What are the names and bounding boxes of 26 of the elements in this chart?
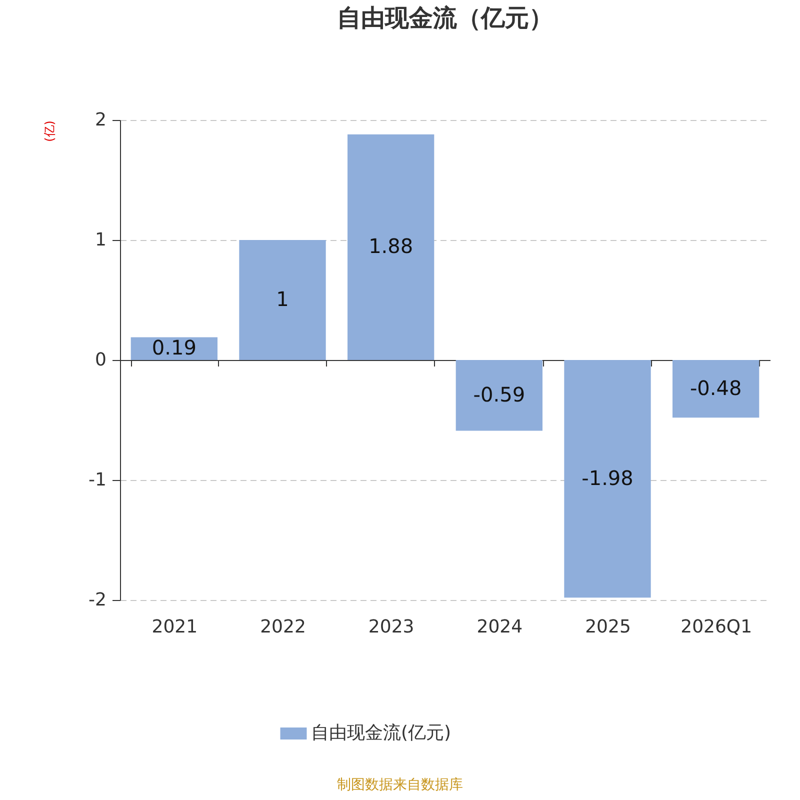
x-tick-label: 2021 — [152, 616, 198, 638]
bar — [672, 360, 760, 418]
bar — [456, 360, 542, 431]
y-tick-label: -1 — [88, 470, 106, 490]
x-tick-label: 2026Q1 — [680, 616, 752, 638]
bar — [239, 240, 326, 360]
y-tick-label: 2 — [95, 110, 106, 130]
legend-label: 自由现金流(亿元) — [311, 722, 452, 744]
bar — [348, 134, 434, 360]
data-label: -1.98 — [582, 466, 634, 490]
x-tick-label: 2024 — [476, 616, 523, 638]
text: 制图数据来自数据库 — [336, 776, 464, 794]
data-label: 0.19 — [152, 336, 196, 360]
chart-title: 自由现金流（亿元） — [337, 4, 553, 32]
data-label: 1.88 — [368, 234, 414, 258]
data-label: -0.48 — [690, 376, 742, 400]
x-tick-label: 2025 — [585, 616, 631, 638]
data-label: -0.59 — [473, 382, 526, 406]
y-tick-label: 0 — [95, 350, 106, 370]
data-label: 1 — [276, 287, 289, 311]
y-axis-title: (亿) — [42, 120, 57, 142]
bar — [564, 360, 651, 598]
x-tick-label: 2023 — [368, 616, 414, 638]
y-tick-label: 1 — [95, 230, 106, 250]
y-tick-label: -2 — [88, 590, 106, 610]
x-tick-label: 2022 — [260, 616, 306, 638]
